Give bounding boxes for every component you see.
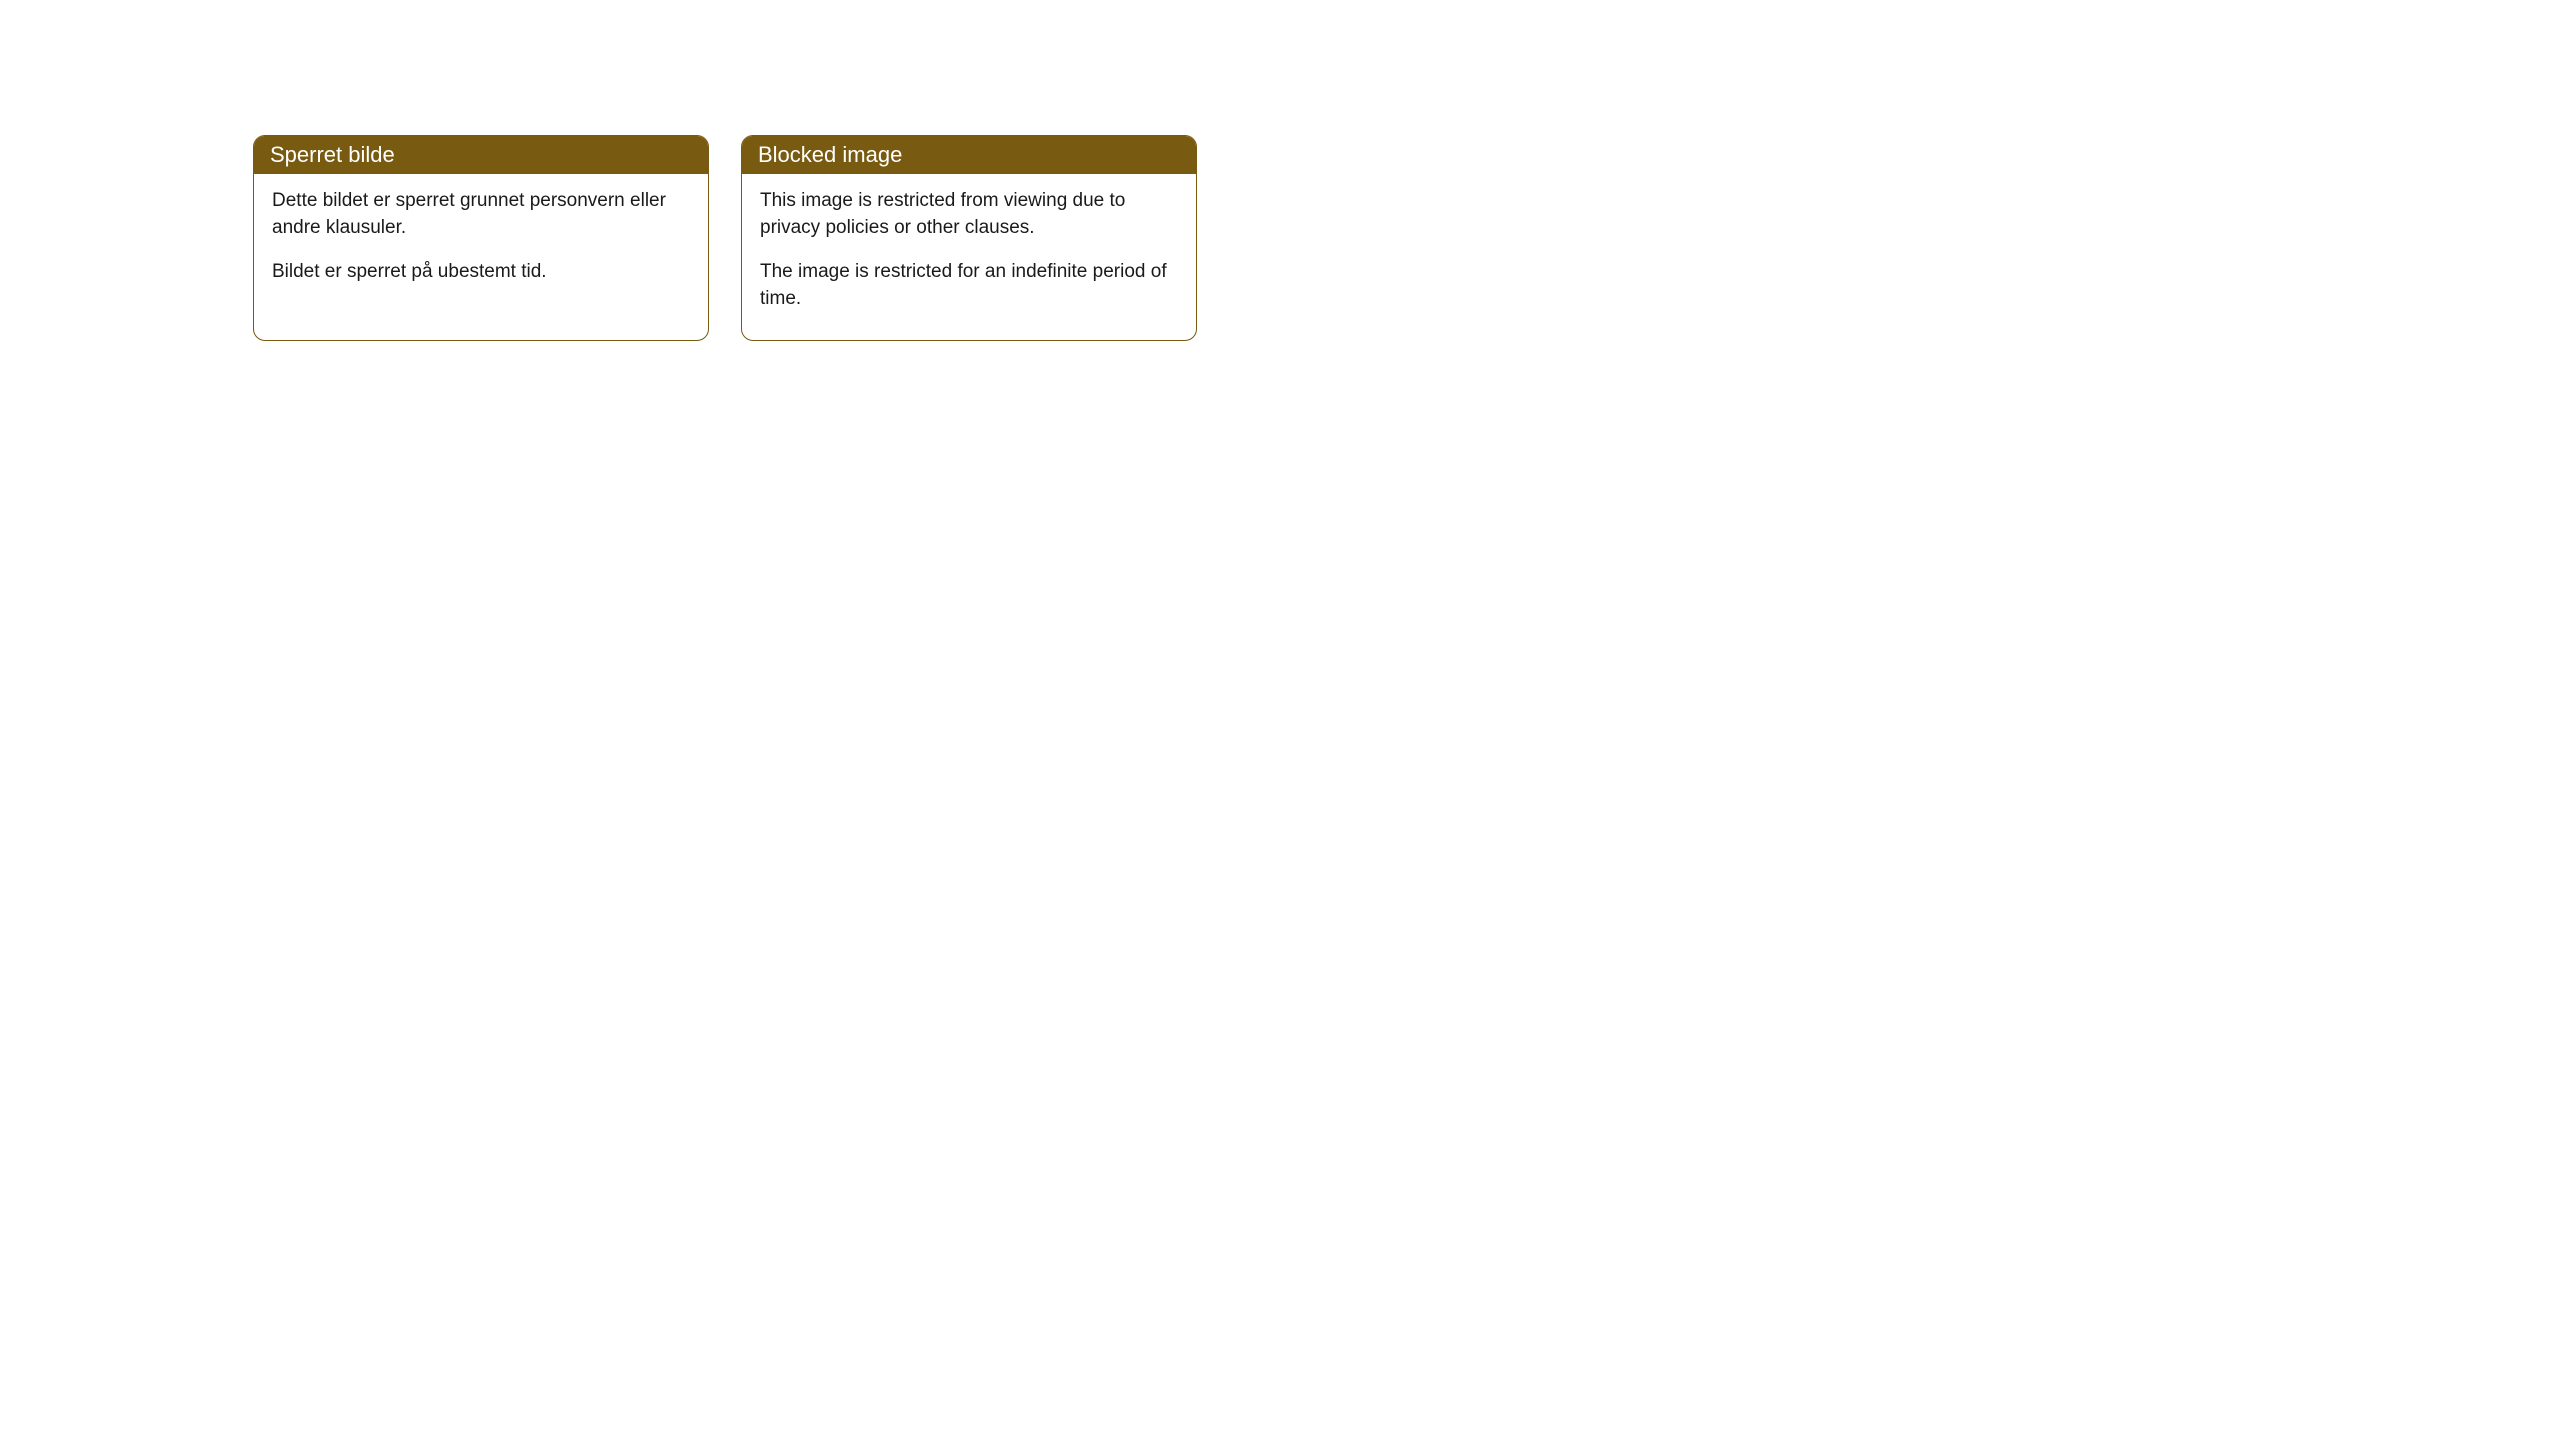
notice-paragraph: Bildet er sperret på ubestemt tid. xyxy=(272,259,690,286)
notice-body-norwegian: Dette bildet er sperret grunnet personve… xyxy=(254,174,708,314)
notice-cards-container: Sperret bilde Dette bildet er sperret gr… xyxy=(253,135,2560,341)
notice-paragraph: Dette bildet er sperret grunnet personve… xyxy=(272,188,690,241)
notice-card-english: Blocked image This image is restricted f… xyxy=(741,135,1197,341)
notice-title: Blocked image xyxy=(758,142,902,167)
notice-paragraph: This image is restricted from viewing du… xyxy=(760,188,1178,241)
notice-body-english: This image is restricted from viewing du… xyxy=(742,174,1196,340)
notice-card-norwegian: Sperret bilde Dette bildet er sperret gr… xyxy=(253,135,709,341)
notice-paragraph: The image is restricted for an indefinit… xyxy=(760,259,1178,312)
notice-header-norwegian: Sperret bilde xyxy=(254,136,708,174)
notice-title: Sperret bilde xyxy=(270,142,395,167)
notice-header-english: Blocked image xyxy=(742,136,1196,174)
